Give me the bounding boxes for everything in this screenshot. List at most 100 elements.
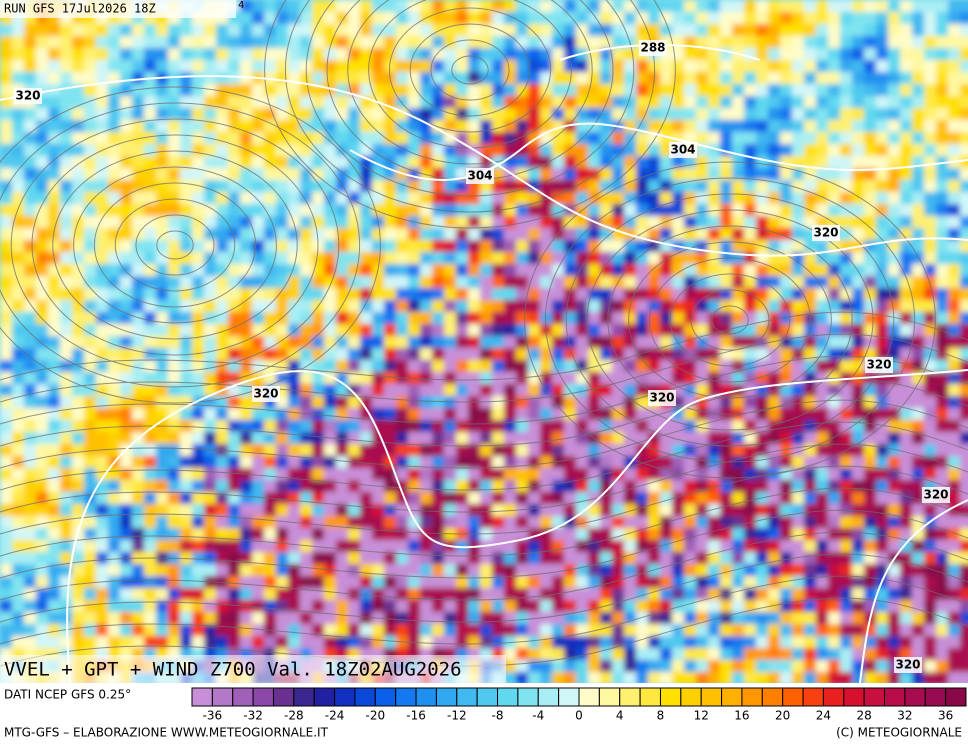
field-cell (168, 588, 181, 601)
field-cell (936, 72, 949, 85)
field-cell (336, 492, 349, 505)
field-cell (168, 528, 181, 541)
field-cell (684, 384, 697, 397)
field-cell (852, 588, 865, 601)
field-cell (948, 96, 961, 109)
field-cell (120, 276, 133, 289)
field-cell (804, 72, 817, 85)
field-cell (60, 96, 73, 109)
field-cell (480, 384, 493, 397)
field-cell (876, 72, 889, 85)
field-cell (60, 192, 73, 205)
field-cell (360, 180, 373, 193)
field-cell (516, 120, 529, 133)
field-cell (588, 180, 601, 193)
field-cell (72, 384, 85, 397)
colorbar-swatch (863, 687, 886, 707)
field-cell (900, 144, 913, 157)
field-cell (108, 48, 121, 61)
field-cell (492, 72, 505, 85)
field-cell (732, 168, 745, 181)
field-cell (60, 168, 73, 181)
field-cell (588, 0, 601, 13)
field-cell (696, 36, 709, 49)
field-cell (588, 264, 601, 277)
field-cell (528, 216, 541, 229)
field-cell (156, 36, 169, 49)
field-cell (504, 492, 517, 505)
field-cell (684, 0, 697, 13)
field-cell (336, 36, 349, 49)
field-cell (240, 84, 253, 97)
field-cell (960, 672, 968, 683)
field-cell (192, 552, 205, 565)
field-cell (648, 552, 661, 565)
field-cell (564, 624, 577, 637)
field-cell (0, 192, 13, 205)
field-cell (492, 444, 505, 457)
colorbar-swatch (680, 687, 702, 707)
field-cell (588, 36, 601, 49)
field-cell (840, 228, 853, 241)
field-cell (900, 216, 913, 229)
field-cell (540, 396, 553, 409)
field-cell (792, 576, 805, 589)
field-cell (48, 108, 61, 121)
field-cell (252, 468, 265, 481)
field-cell (876, 36, 889, 49)
field-cell (576, 372, 589, 385)
field-cell (96, 132, 109, 145)
field-cell (948, 552, 961, 565)
field-cell (180, 24, 193, 37)
field-cell (132, 264, 145, 277)
field-cell (912, 672, 925, 683)
field-cell (540, 288, 553, 301)
field-cell (948, 24, 961, 37)
field-cell (132, 612, 145, 625)
field-cell (816, 624, 829, 637)
field-cell (60, 300, 73, 313)
field-cell (72, 192, 85, 205)
field-cell (864, 372, 877, 385)
field-cell (888, 312, 901, 325)
field-cell (696, 168, 709, 181)
field-cell (900, 612, 913, 625)
streamline (711, 305, 749, 335)
field-cell (192, 288, 205, 301)
field-cell (84, 588, 97, 601)
field-cell (936, 276, 949, 289)
field-cell (468, 0, 481, 13)
field-cell (480, 300, 493, 313)
field-cell (420, 540, 433, 553)
field-cell (408, 300, 421, 313)
field-cell (336, 48, 349, 61)
field-cell (156, 264, 169, 277)
field-cell (372, 540, 385, 553)
field-cell (852, 528, 865, 541)
field-cell (900, 312, 913, 325)
field-cell (492, 612, 505, 625)
field-cell (0, 168, 13, 181)
field-cell (48, 240, 61, 253)
field-cell (60, 276, 73, 289)
field-cell (720, 96, 733, 109)
field-cell (948, 636, 961, 649)
field-cell (552, 240, 565, 253)
field-cell (300, 420, 313, 433)
field-cell (576, 60, 589, 73)
field-cell (936, 312, 949, 325)
field-cell (444, 300, 457, 313)
field-cell (228, 192, 241, 205)
field-cell (696, 72, 709, 85)
field-cell (420, 24, 433, 37)
field-cell (228, 60, 241, 73)
field-cell (492, 420, 505, 433)
field-cell (852, 300, 865, 313)
field-cell (48, 564, 61, 577)
field-cell (408, 144, 421, 157)
field-cell (900, 444, 913, 457)
field-cell (384, 420, 397, 433)
field-cell (360, 552, 373, 565)
field-cell (192, 348, 205, 361)
